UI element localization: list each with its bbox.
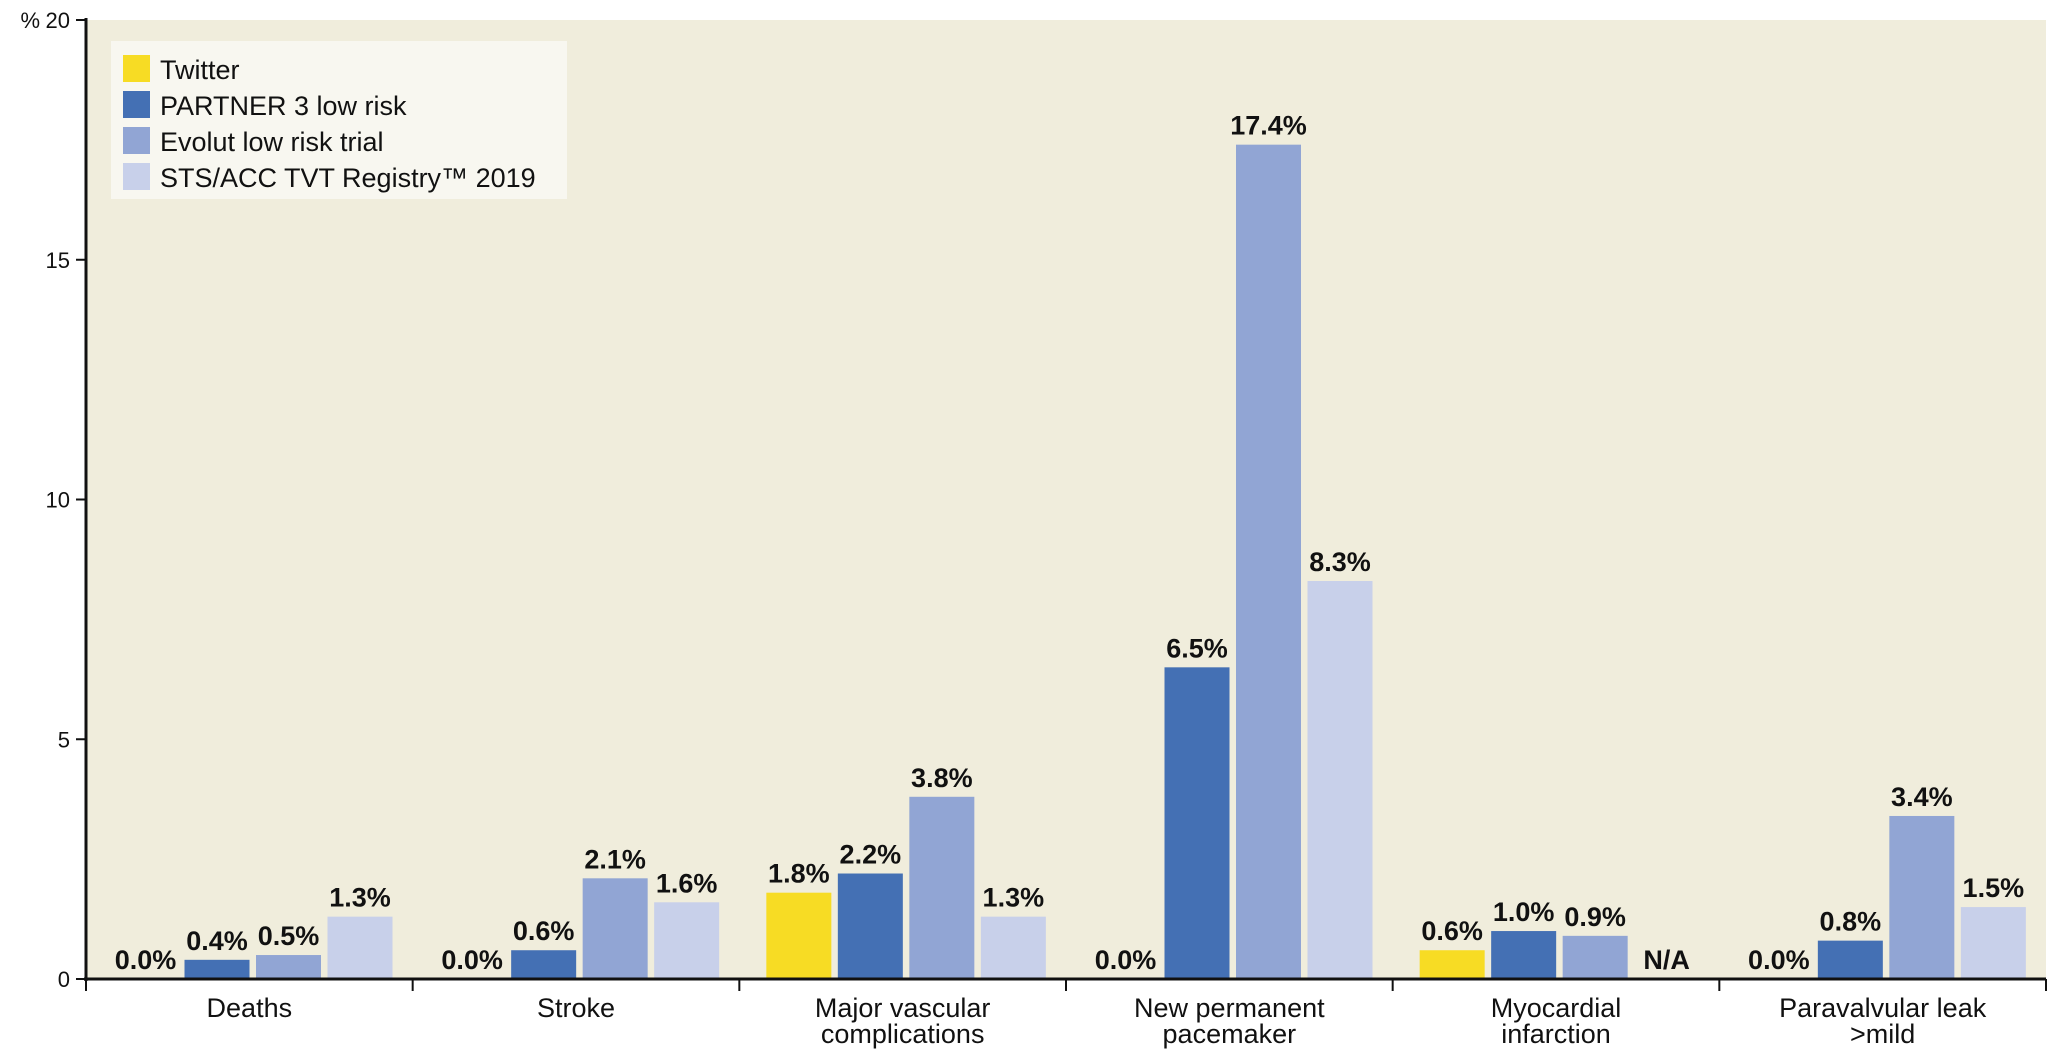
x-tick-label: >mild [1850,1019,1915,1049]
data-label: 0.8% [1820,907,1882,937]
bar [654,902,720,979]
data-label: 0.0% [1095,945,1157,975]
x-tick-label: Deaths [207,993,293,1023]
bar [837,873,903,979]
data-label: 0.6% [1421,916,1483,946]
bar [909,796,975,979]
data-label: 17.4% [1230,111,1307,141]
data-label: 1.0% [1493,897,1555,927]
data-label: 0.4% [186,926,248,956]
bar [327,916,393,979]
legend-swatch [123,55,150,82]
data-label: 0.0% [115,945,177,975]
data-label: 6.5% [1166,633,1228,663]
x-tick-label: New permanent [1134,993,1325,1023]
legend-swatch [123,91,150,118]
bar [1562,935,1628,979]
data-label: 1.3% [983,883,1045,913]
bar [1889,815,1955,979]
data-label: 0.0% [1748,945,1810,975]
legend-swatch [123,163,150,190]
bar [511,950,577,979]
data-label: 8.3% [1309,547,1371,577]
legend: Twitter PARTNER 3 low risk Evolut low risk… [111,41,567,199]
x-tick-label: infarction [1501,1019,1611,1049]
bar [184,959,250,979]
y-tick-label: 5 [58,727,70,752]
bar [1817,940,1883,979]
data-label: 1.6% [656,868,718,898]
data-label: 2.2% [840,840,902,870]
bar [1419,950,1485,979]
data-label: 1.5% [1963,873,2025,903]
y-tick-label: 20 [46,8,70,33]
data-label: 1.3% [329,883,391,913]
data-label: 0.0% [441,945,503,975]
bar [1491,931,1557,979]
bar [980,916,1046,979]
x-tick-label: Stroke [537,993,615,1023]
x-tick-label: Paravalvular leak [1779,993,1987,1023]
data-label: 0.6% [513,916,575,946]
x-tick-label: Major vascular [815,993,991,1023]
legend-label: Evolut low risk trial [160,127,384,157]
y-tick-label: 10 [46,488,70,513]
data-label: 3.8% [911,763,973,793]
data-label: N/A [1643,945,1690,975]
bar [1307,581,1373,979]
y-axis-unit-label: % [20,8,40,33]
y-tick-label: 0 [58,967,70,992]
data-label: 0.9% [1564,902,1626,932]
data-label: 2.1% [584,844,646,874]
bar [766,892,832,979]
x-tick-label: Myocardial [1491,993,1622,1023]
bar [1960,907,2026,979]
legend-swatch [123,127,150,154]
data-label: 1.8% [768,859,830,889]
bar [256,955,321,979]
bar [1164,667,1230,979]
x-tick-label: pacemaker [1163,1019,1297,1049]
data-label: 0.5% [258,921,320,951]
bar [582,878,648,979]
legend-label: Twitter [160,55,240,85]
legend-label: STS/ACC TVT Registry™ 2019 [160,163,536,193]
legend-label: PARTNER 3 low risk [160,91,407,121]
x-tick-label: complications [821,1019,985,1049]
data-label: 3.4% [1891,782,1953,812]
y-tick-label: 15 [46,248,70,273]
legend-background [111,41,567,199]
bar [1236,144,1301,980]
